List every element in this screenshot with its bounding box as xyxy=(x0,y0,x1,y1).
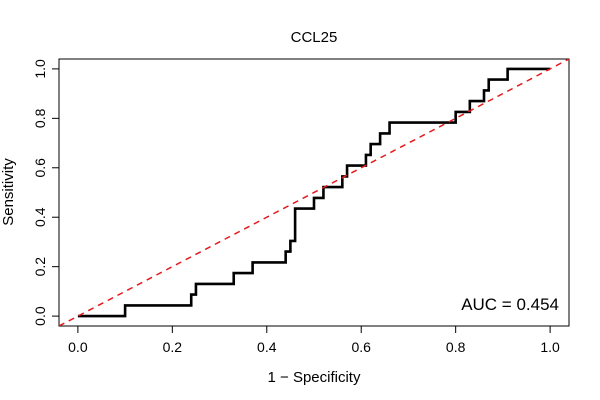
reference-diagonal-line xyxy=(59,59,569,326)
y-tick-label: 0.8 xyxy=(32,108,48,128)
x-tick-label: 1.0 xyxy=(540,339,560,355)
chart-title: CCL25 xyxy=(291,29,338,46)
y-tick-label: 0.0 xyxy=(32,306,48,326)
y-axis-label: Sensitivity xyxy=(0,158,17,226)
y-tick-label: 0.2 xyxy=(32,257,48,277)
x-tick-label: 0.4 xyxy=(257,339,277,355)
y-tick-label: 0.4 xyxy=(32,207,48,227)
y-tick-label: 0.6 xyxy=(32,158,48,178)
roc-curve-line xyxy=(77,67,551,318)
y-axis: 0.0 0.2 0.4 0.6 0.8 1.0 xyxy=(32,59,60,326)
y-tick-label: 1.0 xyxy=(32,59,48,79)
x-axis: 0.0 0.2 0.4 0.6 0.8 1.0 xyxy=(68,325,560,355)
x-tick-label: 0.8 xyxy=(446,339,466,355)
x-tick-label: 0.2 xyxy=(163,339,183,355)
auc-annotation: AUC = 0.454 xyxy=(461,295,559,314)
series-layer xyxy=(59,59,569,326)
x-axis-label: 1 − Specificity xyxy=(268,369,361,386)
x-tick-label: 0.6 xyxy=(351,339,371,355)
x-tick-label: 0.0 xyxy=(68,339,88,355)
